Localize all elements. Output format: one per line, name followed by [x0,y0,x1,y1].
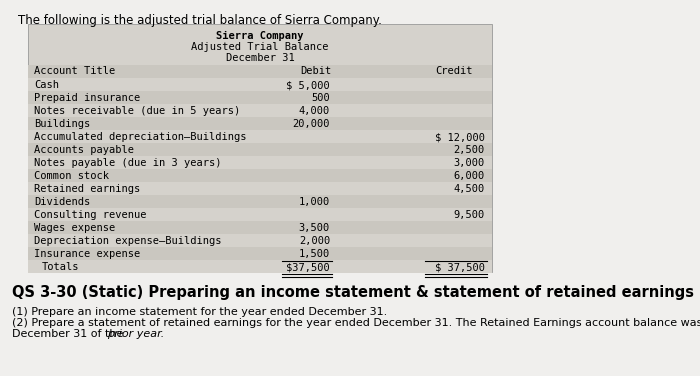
Text: December 31 of the: December 31 of the [12,329,127,339]
Text: $ 37,500: $ 37,500 [435,262,485,272]
Text: Consulting revenue: Consulting revenue [34,210,146,220]
Text: Accounts payable: Accounts payable [34,145,134,155]
Bar [28,143,492,156]
Bar [28,260,492,273]
Text: 3,000: 3,000 [454,158,485,168]
Bar [28,117,492,130]
Text: Depreciation expense–Buildings: Depreciation expense–Buildings [34,236,221,246]
Text: 500: 500 [312,93,330,103]
Text: Accumulated depreciation–Buildings: Accumulated depreciation–Buildings [34,132,246,142]
Text: $37,500: $37,500 [286,262,330,272]
Text: Notes payable (due in 3 years): Notes payable (due in 3 years) [34,158,221,168]
Bar [28,169,492,182]
Bar [28,221,492,234]
Text: Insurance expense: Insurance expense [34,249,140,259]
Text: 2,500: 2,500 [454,145,485,155]
Text: 4,000: 4,000 [299,106,330,116]
Text: 1,500: 1,500 [299,249,330,259]
Text: Buildings: Buildings [34,119,90,129]
Bar [28,130,492,143]
Text: Sierra Company: Sierra Company [216,31,304,41]
Text: Retained earnings: Retained earnings [34,184,140,194]
Bar [28,156,492,169]
Text: Dividends: Dividends [34,197,90,207]
Bar [28,104,492,117]
Text: Adjusted Trial Balance: Adjusted Trial Balance [191,42,329,52]
Text: prior year.: prior year. [107,329,164,339]
Text: 9,500: 9,500 [454,210,485,220]
Text: (1) Prepare an income statement for the year ended December 31.: (1) Prepare an income statement for the … [12,307,387,317]
Text: Totals: Totals [42,262,80,272]
Text: Account Title: Account Title [34,66,116,76]
Text: $ 5,000: $ 5,000 [286,80,330,90]
Bar [28,65,492,78]
Text: 3,500: 3,500 [299,223,330,233]
Text: 20,000: 20,000 [293,119,330,129]
Bar [28,182,492,195]
Text: Notes receivable (due in 5 years): Notes receivable (due in 5 years) [34,106,240,116]
Text: QS 3-30 (Static) Preparing an income statement & statement of retained earnings : QS 3-30 (Static) Preparing an income sta… [12,285,700,300]
Bar [28,234,492,247]
Text: 4,500: 4,500 [454,184,485,194]
Text: Common stock: Common stock [34,171,109,181]
Bar [28,208,492,221]
Text: Credit: Credit [435,66,472,76]
Bar [28,24,492,272]
Text: Prepaid insurance: Prepaid insurance [34,93,140,103]
Text: Wages expense: Wages expense [34,223,116,233]
Text: Debit: Debit [300,66,331,76]
Text: (2) Prepare a statement of retained earnings for the year ended December 31. The: (2) Prepare a statement of retained earn… [12,318,700,328]
Text: Cash: Cash [34,80,59,90]
Text: 1,000: 1,000 [299,197,330,207]
Bar [28,195,492,208]
Bar [28,91,492,104]
Bar [28,247,492,260]
Text: $ 12,000: $ 12,000 [435,132,485,142]
Text: 6,000: 6,000 [454,171,485,181]
Bar [28,78,492,91]
Text: The following is the adjusted trial balance of Sierra Company.: The following is the adjusted trial bala… [18,14,382,27]
Text: December 31: December 31 [225,53,295,63]
Text: 2,000: 2,000 [299,236,330,246]
